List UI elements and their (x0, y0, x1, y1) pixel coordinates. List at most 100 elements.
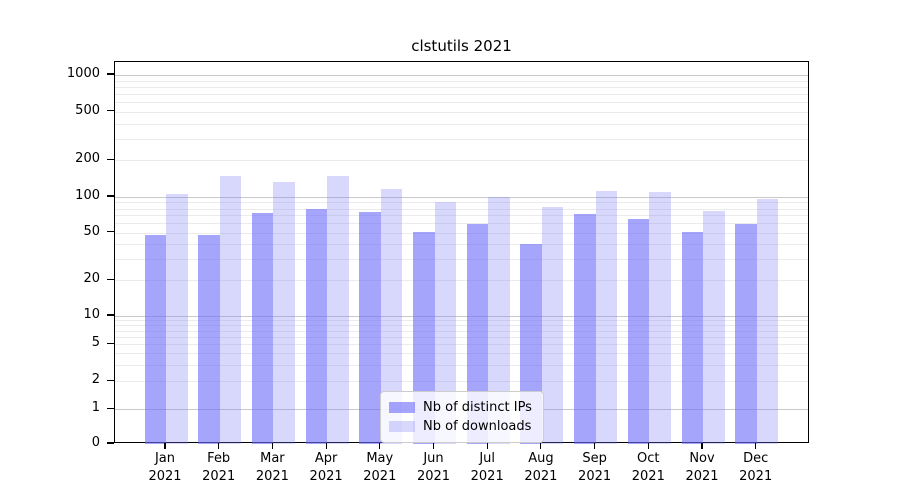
minor-gridline (115, 123, 808, 125)
minor-gridline (115, 336, 808, 338)
x-axis-tick-label: Jun 2021 (416, 451, 451, 484)
major-gridline (115, 75, 808, 76)
minor-gridline (115, 202, 808, 204)
x-axis-tick-label: Mar 2021 (255, 451, 289, 484)
minor-gridline (115, 138, 808, 140)
bar-distinct-ips-mar (251, 212, 274, 444)
bar-downloads-jun (434, 201, 456, 444)
legend-label-downloads: Nb of downloads (423, 419, 532, 434)
y-axis-tick (107, 231, 114, 233)
x-axis-tick-label: Jul 2021 (470, 451, 504, 484)
x-axis-tick-label: Feb 2021 (202, 451, 236, 484)
minor-gridline (115, 215, 808, 217)
x-axis-tick (594, 443, 596, 449)
minor-gridline (115, 160, 808, 162)
minor-gridline (115, 102, 808, 104)
legend-swatch-distinct-ips (389, 402, 415, 413)
minor-gridline (115, 86, 808, 88)
minor-gridline (115, 325, 808, 326)
bar-downloads-sep (595, 190, 618, 444)
legend-label-distinct-ips: Nb of distinct IPs (423, 400, 532, 415)
x-axis-tick (325, 443, 327, 449)
y-axis-tick (107, 110, 114, 112)
x-axis-tick-label: Sep 2021 (578, 451, 612, 484)
bar-distinct-ips-sep (574, 214, 596, 444)
major-gridline (115, 197, 808, 198)
legend-swatch-downloads (389, 421, 415, 432)
bar-downloads-jul (488, 196, 510, 444)
x-axis-tick (540, 443, 542, 449)
y-axis-tick (107, 442, 114, 444)
bar-distinct-ips-jul (466, 224, 489, 444)
bar-distinct-ips-nov (681, 231, 703, 444)
y-axis-tick-label: 20 (83, 271, 100, 287)
legend: Nb of distinct IPs Nb of downloads (380, 391, 544, 443)
bar-distinct-ips-dec (735, 224, 757, 444)
bar-downloads-dec (756, 199, 779, 444)
bar-downloads-mar (273, 181, 295, 444)
minor-gridline (115, 208, 808, 210)
y-axis-tick-label: 100 (75, 188, 100, 203)
minor-gridline (115, 381, 808, 383)
x-axis-tick (486, 443, 488, 449)
minor-gridline (115, 353, 808, 355)
bar-distinct-ips-jan (144, 234, 166, 444)
minor-gridline (115, 80, 808, 82)
y-axis-tick-label: 2 (91, 372, 100, 388)
x-axis-tick (432, 443, 435, 449)
minor-gridline (115, 244, 808, 246)
y-axis-tick-label: 5 (91, 335, 100, 351)
y-axis-tick (107, 379, 114, 381)
y-axis-tick-label: 1 (91, 400, 100, 416)
bar-distinct-ips-jun (413, 231, 435, 444)
minor-gridline (115, 111, 808, 113)
chart-title: clstutils 2021 (411, 37, 512, 55)
y-axis-tick (107, 407, 114, 409)
bar-downloads-nov (703, 211, 725, 444)
legend-entry-distinct-ips: Nb of distinct IPs (389, 398, 535, 417)
x-axis-tick-label: Apr 2021 (309, 451, 343, 484)
y-axis-tick (107, 73, 114, 75)
plot-area (114, 61, 809, 444)
x-axis-tick-label: Jan 2021 (148, 451, 182, 484)
bar-downloads-apr (327, 175, 349, 444)
y-axis-tick (107, 342, 114, 344)
x-axis-tick (271, 443, 273, 449)
minor-gridline (115, 232, 808, 234)
x-axis-tick (218, 443, 220, 449)
bar-distinct-ips-may (359, 211, 381, 444)
bar-downloads-may (380, 189, 403, 444)
x-axis-tick (647, 443, 649, 449)
y-axis-tick (107, 314, 114, 316)
minor-gridline (115, 364, 808, 366)
minor-gridline (115, 93, 808, 95)
legend-entry-downloads: Nb of downloads (389, 417, 535, 436)
x-axis-tick-label: Dec 2021 (739, 451, 773, 484)
x-axis-tick-label: Nov 2021 (685, 451, 719, 484)
minor-gridline (115, 223, 808, 225)
bar-downloads-aug (541, 207, 564, 444)
y-axis-tick-label: 500 (75, 102, 100, 118)
x-axis-tick-label: Aug 2021 (524, 451, 558, 484)
y-axis-tick (107, 278, 114, 280)
x-axis-tick (379, 443, 381, 449)
x-axis-tick (164, 443, 166, 449)
bar-distinct-ips-apr (305, 209, 328, 444)
y-axis-tick-label: 10 (83, 307, 100, 322)
minor-gridline (115, 330, 808, 332)
minor-gridline (115, 259, 808, 261)
bar-downloads-jan (166, 193, 188, 444)
x-axis-tick (701, 443, 703, 449)
y-axis-tick-label: 0 (91, 435, 100, 450)
y-axis-tick (107, 195, 114, 197)
y-axis-tick-label: 1000 (66, 66, 100, 81)
major-gridline (115, 316, 808, 317)
y-axis-tick (107, 158, 114, 160)
bar-downloads-oct (649, 192, 671, 444)
x-axis-tick (755, 443, 757, 449)
y-axis-tick-label: 50 (83, 223, 100, 239)
minor-gridline (115, 320, 808, 322)
minor-gridline (115, 344, 808, 346)
bar-downloads-feb (219, 175, 242, 444)
